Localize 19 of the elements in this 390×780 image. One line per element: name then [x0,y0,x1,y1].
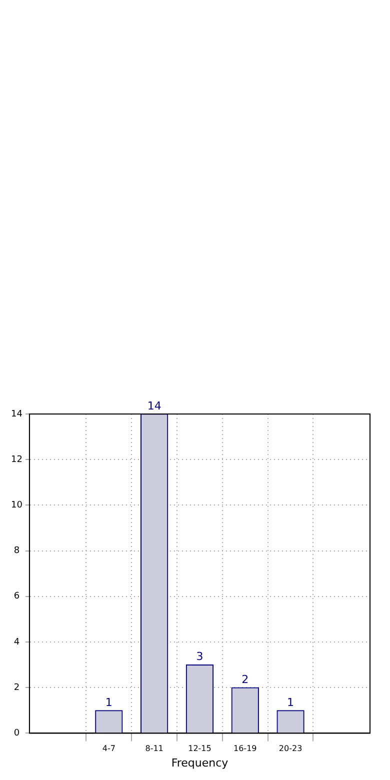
x-tick-label: 20-23 [278,744,302,754]
data-label: 3 [196,650,204,664]
y-tick-label: 4 [14,637,20,648]
y-tick-label: 14 [11,409,23,420]
data-label: 1 [287,696,294,709]
data-label: 14 [147,399,162,412]
y-tick-label: 2 [14,682,20,693]
y-tick-label: 6 [14,592,20,602]
data-label: 2 [242,672,249,686]
x-tick-label: 4-7 [102,744,116,754]
x-tick-label: 12-15 [188,744,212,754]
data-label: 1 [105,696,112,709]
x-tick-label: 16-19 [234,744,257,754]
y-tick-label: 0 [14,728,20,739]
x-tick-label: 8-11 [145,744,164,754]
x-axis-title: Frequency [171,756,229,770]
y-tick-label: 10 [11,500,23,511]
y-tick-label: 8 [14,546,20,556]
y-tick-label: 12 [11,454,22,465]
